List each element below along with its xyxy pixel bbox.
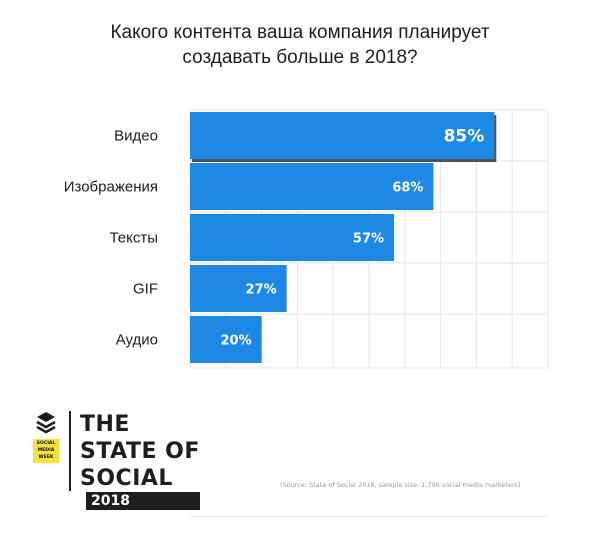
social-media-week-logo: SOCIAL MEDIA WEEK [33,411,59,463]
value-label: 20% [220,334,251,349]
chart-title-line-1: Какого контента ваша компания планирует [110,22,490,43]
brand-title-line-3: SOCIAL 2018 [80,465,200,510]
logo-tag-line-3: WEEK [38,455,54,460]
logo-tag-line-2: MEDIA [37,448,55,453]
chart-title: Какого контента ваша компания планирует … [0,20,600,70]
bar [190,163,434,210]
category-label: GIF [133,281,158,298]
category-label: Аудио [116,332,158,349]
bottom-rule [190,516,548,517]
chart-bars: 85% 68% 57% 27% 20% [190,112,497,363]
bar-chart: 85% 68% 57% 27% 20% Видео Изображения Тексты GI… [64,109,549,369]
bar [190,265,287,312]
category-label: Видео [114,128,158,145]
value-label: 57% [353,232,384,247]
value-label: 27% [246,283,277,298]
source-note: (Source: State of Social 2018, sample si… [280,481,521,489]
chart-category-labels: Видео Изображения Тексты GIF Аудио [64,128,158,349]
brand-title-line-2: STATE OF [80,439,200,464]
bar [190,316,262,363]
layers-icon [36,412,56,434]
year-badge: 2018 [86,492,200,510]
bar [190,112,495,159]
brand-title-line-1: THE [80,412,130,437]
brand-title: THE STATE OF SOCIAL 2018 [80,411,200,510]
brand-divider [69,411,71,491]
chart-title-line-2: создавать больше в 2018? [182,47,418,68]
brand-title-social: SOCIAL [80,466,173,491]
category-label: Изображения [64,179,158,196]
value-label: 68% [392,181,423,196]
category-label: Тексты [109,230,158,247]
logo-tag-line-1: SOCIAL [36,441,56,446]
logo-tag: SOCIAL MEDIA WEEK [33,439,59,463]
bar [190,214,395,261]
value-label: 85% [444,127,485,147]
